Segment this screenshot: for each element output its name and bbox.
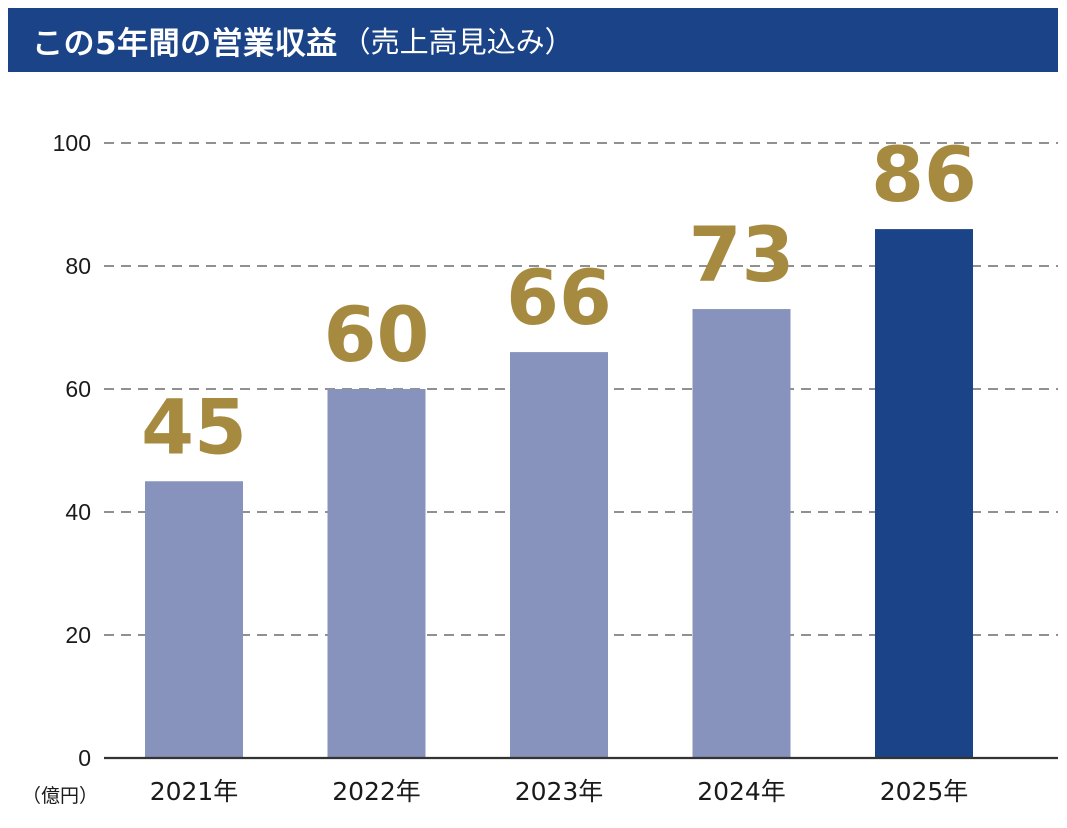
x-tick-label-2025年: 2025年 [880,777,969,806]
x-tick-label-2021年: 2021年 [150,777,239,806]
y-tick-label-80: 80 [65,253,91,279]
title-bar: この5年間の営業収益 （売上高見込み） [8,8,1058,72]
bar-layer [145,229,973,759]
y-tick-label-0: 0 [78,745,91,771]
y-tick-label-60: 60 [65,376,91,402]
bar-2022年 [327,389,426,758]
y-tick-label-40: 40 [65,499,91,525]
axis-layer: 0 20 40 60 80 100 2021年 2022年 2023年 2024年 2025年 （億円… [22,130,1058,807]
bar-2024年 [692,309,791,758]
bar-2025年 [875,229,973,759]
x-tick-label-2022年: 2022年 [332,777,421,806]
x-tick-label-2024年: 2024年 [697,777,786,806]
data-label-2022年: 60 [324,290,430,379]
data-label-2021年: 45 [141,382,247,471]
data-label-2023年: 66 [506,253,612,342]
data-label-2024年: 73 [689,210,795,299]
label-layer: 45 60 66 73 86 [141,130,977,471]
chart-subtitle: （売上高見込み） [341,25,574,59]
bar-2023年 [510,352,608,758]
y-tick-label-20: 20 [65,622,91,648]
unit-label: （億円） [22,785,98,807]
data-label-2025年: 86 [871,130,977,219]
bar-2021年 [145,481,243,758]
x-tick-label-2023年: 2023年 [515,777,604,806]
chart-title: この5年間の営業収益 [32,25,338,62]
y-tick-label-100: 100 [53,130,91,156]
